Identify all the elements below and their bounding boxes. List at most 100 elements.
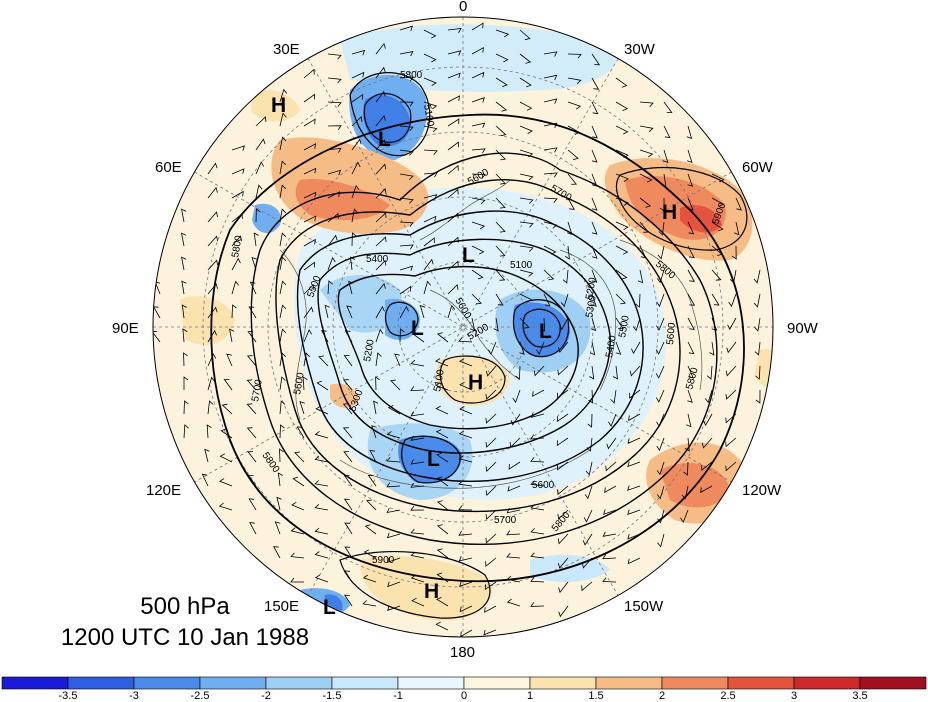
wind-barb [279, 304, 287, 319]
wind-barb [486, 365, 497, 377]
wind-barb [375, 212, 387, 223]
wind-barb [399, 265, 414, 272]
wind-barb [530, 552, 545, 559]
wind-barb [639, 101, 654, 108]
wind-barb [447, 304, 456, 319]
wind-barb [343, 451, 353, 463]
wind-barb [582, 533, 593, 546]
wind-barb [207, 376, 216, 391]
valid-time-caption: 1200 UTC 10 Jan 1988 [60, 624, 310, 651]
wind-barb [410, 505, 425, 511]
wind-barb [458, 556, 473, 562]
wind-barb [608, 413, 617, 427]
wind-barb [700, 485, 713, 494]
wind-barb [279, 400, 286, 415]
wind-barb [342, 379, 353, 391]
wind-barb [255, 208, 261, 223]
contour-label: 5100 [510, 260, 533, 271]
wind-barb [182, 328, 188, 343]
wind-barb [251, 256, 258, 271]
wind-barb [279, 376, 286, 391]
wind-barb [519, 173, 534, 181]
wind-barb [299, 400, 305, 415]
wind-barb [303, 118, 316, 127]
wind-barb [399, 25, 414, 32]
wind-barb [591, 149, 598, 163]
wind-barb [410, 386, 425, 392]
wind-barb [351, 138, 362, 151]
wind-barb [485, 557, 497, 568]
wind-barb [207, 283, 218, 295]
colorbar-swatch [133, 676, 201, 690]
wind-barb [591, 197, 598, 211]
contour-label: 5600 [665, 322, 678, 346]
wind-barb [419, 304, 426, 319]
wind-barb [711, 293, 720, 306]
anomaly-shading [180, 24, 773, 621]
wind-barb [390, 379, 401, 391]
wind-barb [725, 389, 737, 400]
wind-barb [558, 341, 569, 353]
wind-barb [302, 376, 308, 391]
wind-barb [628, 413, 641, 422]
wind-barb [231, 257, 241, 271]
wind-barb [656, 437, 665, 452]
wind-barb [591, 221, 598, 235]
colorbar-swatch [793, 676, 861, 690]
wind-barb [362, 574, 377, 583]
high-center: H [271, 94, 286, 117]
colorbar-tick-label: -2.5 [190, 690, 210, 702]
wind-barb [471, 269, 484, 280]
colorbar [1, 676, 927, 690]
wind-barb [399, 328, 405, 343]
wind-barb [351, 208, 358, 223]
wind-barb [581, 581, 593, 592]
wind-barb [255, 184, 263, 199]
wind-barb [471, 22, 484, 31]
wind-barb [495, 101, 508, 112]
wind-barb [495, 53, 509, 63]
wind-barb [246, 403, 257, 415]
wind-barb [725, 365, 737, 377]
contour-label: 5800 [230, 234, 245, 258]
wind-barb [350, 256, 356, 271]
wind-barb [567, 221, 573, 236]
colorbar-tick-label: -1.5 [322, 690, 342, 702]
wind-barb [423, 280, 431, 295]
wind-barb [435, 429, 449, 439]
wind-barb [436, 332, 449, 343]
wind-barb [303, 352, 310, 367]
wind-barb [399, 125, 414, 132]
wind-barb [530, 412, 545, 418]
wind-barb [255, 138, 266, 151]
wind-barb [279, 88, 288, 103]
wind-barb [485, 437, 497, 448]
wind-barb [606, 437, 617, 450]
wind-barb [483, 629, 497, 636]
low-center: L [427, 448, 440, 471]
wind-barb [687, 269, 696, 282]
wind-barb [519, 77, 532, 88]
high-center: H [424, 580, 439, 603]
colorbar-tick-label: -1 [393, 690, 403, 702]
wind-barb [704, 389, 713, 404]
wind-barb [701, 437, 713, 449]
wind-barb [279, 136, 287, 151]
wind-barb [556, 413, 569, 423]
wind-barb [560, 293, 569, 308]
wind-barb [488, 341, 497, 355]
colorbar-tick-label: 1.5 [588, 690, 604, 702]
wind-barb [386, 431, 401, 439]
wind-barb [602, 531, 617, 537]
wind-barb [375, 305, 385, 319]
wind-barb [655, 341, 665, 355]
wind-barb [495, 245, 506, 257]
wind-barb [686, 125, 693, 140]
wind-barb [303, 261, 315, 271]
wind-barb [519, 29, 531, 41]
colorbar-tick-label: 2.5 [720, 690, 736, 702]
wind-barb [279, 184, 286, 199]
wind-barb [655, 365, 665, 379]
wind-barb [207, 353, 217, 367]
wind-barb [663, 101, 673, 113]
